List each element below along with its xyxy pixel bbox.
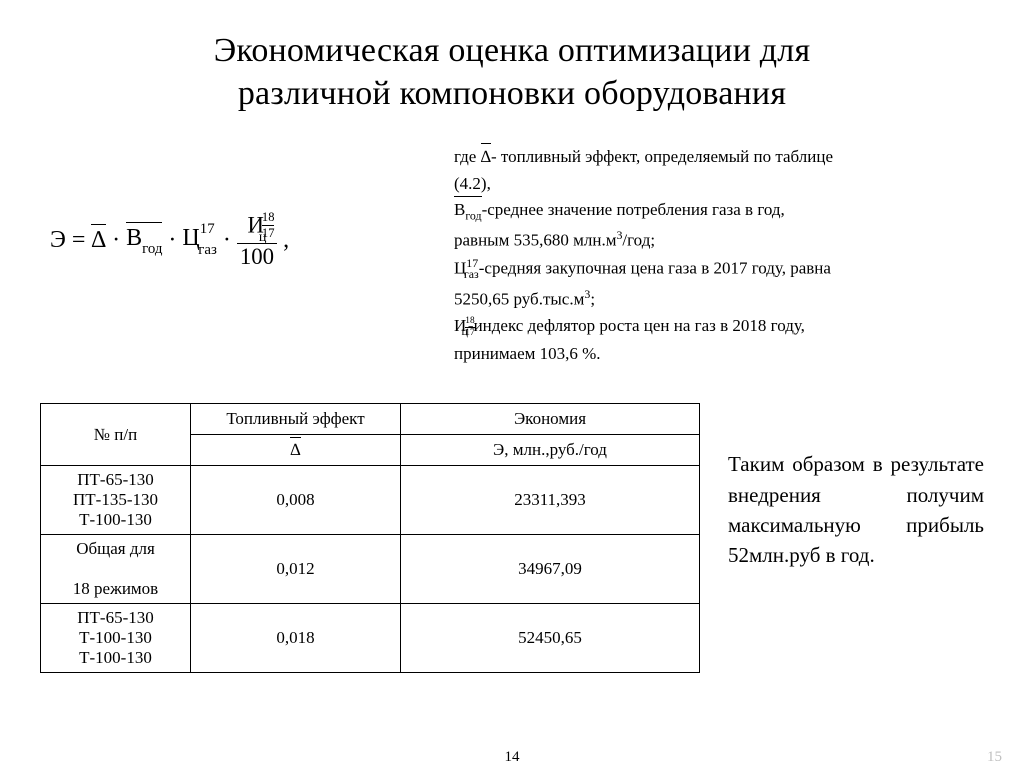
subheader-E: Э, млн.,руб./год [401,435,700,466]
economy-table: № п/п Топливный эффект Экономия ∆ Э, млн… [40,403,700,673]
title-line-1: Экономическая оценка оптимизации для [214,32,811,69]
page-number-center: 14 [505,749,520,766]
title-line-2: различной компоновки оборудования [238,75,786,112]
formula-block: Э = ∆ · Вгод · Ц17газ · И1817ц 100 , [40,145,430,335]
slide-title: Экономическая оценка оптимизации для раз… [40,30,984,115]
cell-delta: 0,012 [191,535,401,604]
cell-econ: 34967,09 [401,535,700,604]
page-number-right: 15 [987,749,1002,766]
cell-econ: 52450,65 [401,604,700,673]
legend-line-4: равным 535,680 млн.м3/год; [454,227,984,253]
cell-delta: 0,008 [191,466,401,535]
table-row: ПТ-65-130 Т-100-130 Т-100-130 0,018 5245… [41,604,700,673]
legend-line-8: принимаем 103,6 %. [454,342,984,367]
legend-line-5: Ц17газ-средняя закупочная цена газа в 20… [454,255,984,283]
table-row: ПТ-65-130 ПТ-135-130 Т-100-130 0,008 233… [41,466,700,535]
legend-line-7: И1817ц-индекс дефлятор роста цен на газ … [454,314,984,341]
legend-line-3: Вгод-среднее значение потребления газа в… [454,198,984,225]
data-table: № п/п Топливный эффект Экономия ∆ Э, млн… [40,403,700,673]
conclusion-text: Таким образом в результате внедрения пол… [728,403,984,571]
frac-den: 100 [237,244,277,269]
cell-econ: 23311,393 [401,466,700,535]
col-header-np: № п/п [41,404,191,466]
sym-dot-1: · [112,227,120,254]
cell-config: ПТ-65-130 Т-100-130 Т-100-130 [41,604,191,673]
sym-dot-3: · [223,227,231,254]
formula-and-legend: Э = ∆ · Вгод · Ц17газ · И1817ц 100 , г [40,145,984,369]
table-row: Общая для 18 режимов 0,012 34967,09 [41,535,700,604]
header-row-1: № п/п Топливный эффект Экономия [41,404,700,435]
fraction: И1817ц 100 [237,211,277,268]
legend-line-1: где ∆- топливный эффект, определяемый по… [454,145,984,170]
sym-eq: = [72,227,86,254]
sym-delta: ∆ [91,227,106,254]
cell-config: ПТ-65-130 ПТ-135-130 Т-100-130 [41,466,191,535]
table-and-conclusion: № п/п Топливный эффект Экономия ∆ Э, млн… [40,403,984,673]
sym-B: Вгод [126,225,162,256]
cell-config: Общая для 18 режимов [41,535,191,604]
cell-delta: 0,018 [191,604,401,673]
sym-dot-2: · [168,227,176,254]
main-formula: Э = ∆ · Вгод · Ц17газ · И1817ц 100 , [50,211,289,268]
sym-C: Ц17газ [182,224,216,256]
col-header-econ: Экономия [401,404,700,435]
col-header-fuel: Топливный эффект [191,404,401,435]
legend-line-6: 5250,65 руб.тыс.м3; [454,286,984,312]
subheader-delta: ∆ [191,435,401,466]
legend-block: где ∆- топливный эффект, определяемый по… [454,145,984,369]
sym-comma: , [283,227,289,254]
legend-line-2: (4.2), [454,172,984,197]
frac-num: И1817ц [244,211,269,242]
sym-E: Э [50,227,66,254]
